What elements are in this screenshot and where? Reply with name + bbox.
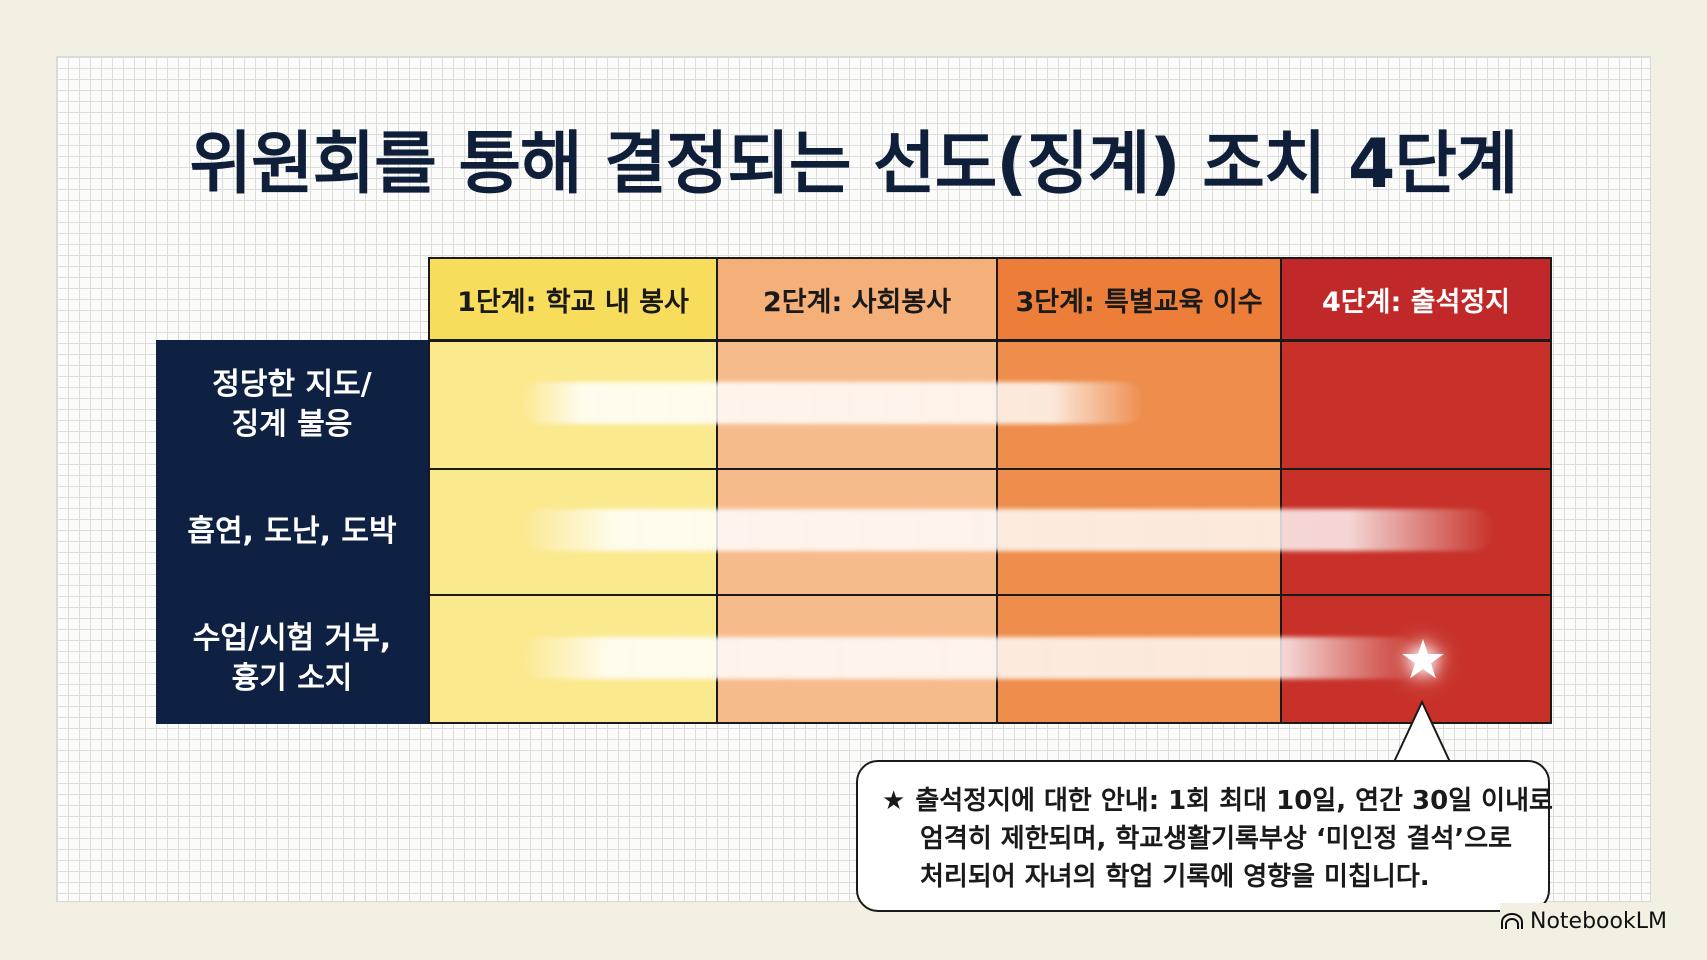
row-header-refusal-weapon: 수업/시험 거부, 흉기 소지	[156, 594, 428, 724]
attendance-suspension-note: ★ 출석정지에 대한 안내: 1회 최대 10일, 연간 30일 이내로 엄격히 …	[856, 760, 1553, 912]
star-bullet-icon: ★	[882, 786, 906, 816]
row-header-smoking-theft-gambling: 흡연, 도난, 도박	[156, 468, 428, 596]
notebooklm-logo-icon	[1501, 913, 1523, 929]
note-line-1: ★ 출석정지에 대한 안내: 1회 최대 10일, 연간 30일 이내로	[882, 786, 1553, 816]
cell-r1-c4	[1280, 340, 1552, 470]
column-header-stage-2: 2단계: 사회봉사	[716, 257, 998, 341]
notebooklm-watermark: NotebookLM	[1500, 903, 1700, 939]
column-header-stage-1: 1단계: 학교 내 봉사	[428, 257, 718, 341]
column-header-stage-4: 4단계: 출석정지	[1280, 257, 1552, 341]
callout-pointer	[1392, 700, 1452, 764]
range-bar-refusal-weapon	[520, 637, 1420, 679]
range-bar-disobedience	[520, 382, 1145, 424]
page-title: 위원회를 통해 결정되는 선도(징계) 조치 4단계	[189, 125, 1519, 204]
star-icon: ★	[1398, 628, 1448, 691]
note-line-3: 처리되어 자녀의 학업 기록에 영향을 미칩니다.	[920, 862, 1430, 892]
column-header-stage-3: 3단계: 특별교육 이수	[996, 257, 1282, 341]
range-bar-smoking-theft-gambling	[520, 509, 1495, 551]
note-line-2: 엄격히 제한되며, 학교생활기록부상 ‘미인정 결석’으로	[920, 824, 1513, 854]
brand-label: NotebookLM	[1530, 908, 1667, 934]
row-header-disobedience: 정당한 지도/ 징계 불응	[156, 340, 428, 470]
